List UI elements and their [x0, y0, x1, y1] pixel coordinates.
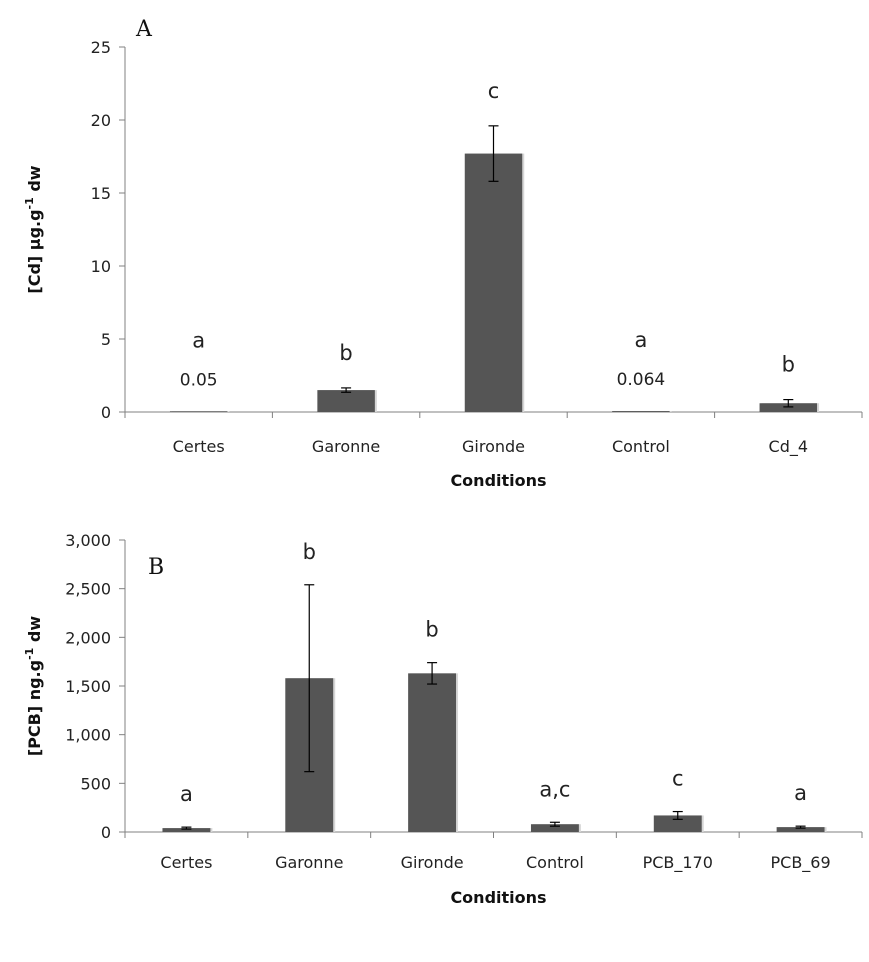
x-tick-label: Gironde	[462, 437, 525, 456]
x-tick-label: PCB_170	[643, 853, 713, 873]
bar	[530, 824, 579, 832]
x-tick-label: PCB_69	[771, 853, 831, 873]
significance-letter: b	[303, 540, 316, 564]
significance-letter: a,c	[539, 777, 570, 801]
x-axis-title: Conditions	[450, 471, 546, 490]
x-tick-label: Cd_4	[769, 437, 809, 457]
x-axis-title: Conditions	[450, 888, 546, 907]
y-tick-label: 1,000	[65, 726, 111, 745]
x-tick-label: Gironde	[401, 853, 464, 872]
bar	[776, 827, 825, 832]
y-tick-label: 0	[101, 403, 111, 422]
significance-letter: a	[794, 781, 807, 805]
bar	[162, 828, 211, 832]
y-tick-label: 2,500	[65, 580, 111, 599]
bar	[759, 403, 818, 412]
data-label: 0.05	[180, 370, 218, 390]
significance-letter: c	[488, 79, 500, 103]
y-axis-title: [PCB] ng.g-1 dw	[23, 616, 44, 756]
bar	[612, 411, 670, 412]
x-tick-label: Certes	[173, 437, 225, 456]
significance-letter: a	[634, 328, 647, 352]
x-tick-label: Control	[612, 437, 670, 456]
y-tick-label: 0	[101, 823, 111, 842]
x-tick-label: Garonne	[275, 853, 343, 872]
bar	[317, 390, 375, 412]
y-tick-label: 3,000	[65, 531, 111, 550]
y-tick-label: 5	[101, 330, 111, 349]
x-tick-label: Control	[526, 853, 584, 872]
significance-letter: b	[782, 353, 795, 377]
significance-letter: a	[192, 328, 205, 352]
bar	[169, 411, 228, 412]
bar	[408, 673, 457, 832]
y-tick-label: 500	[80, 774, 111, 793]
y-tick-label: 1,500	[65, 677, 111, 696]
significance-letter: c	[672, 767, 684, 791]
bar	[653, 815, 702, 832]
panel-label: A	[135, 17, 153, 42]
bar	[464, 153, 523, 412]
chart-panel-a: A 0 5 10 15 20 25 0.05 a Certes b Garonne c Gironde 0.…	[23, 17, 863, 490]
y-tick-label: 2,000	[65, 628, 111, 647]
y-tick-label: 15	[91, 184, 111, 203]
panel-label: B	[148, 555, 164, 580]
y-axis-title: [Cd] µg.g-1 dw	[23, 165, 44, 293]
chart-panel-b: B 0 500 1,000 1,500 2,000 2,500 3,000 a Certes b Ga…	[23, 531, 863, 907]
y-tick-label: 25	[91, 38, 111, 57]
data-label: 0.064	[617, 370, 666, 390]
significance-letter: a	[180, 782, 193, 806]
significance-letter: b	[425, 618, 438, 642]
x-tick-label: Certes	[160, 853, 212, 872]
x-tick-label: Garonne	[312, 437, 380, 456]
significance-letter: b	[339, 341, 352, 365]
y-tick-label: 10	[91, 257, 111, 276]
y-tick-label: 20	[91, 111, 111, 130]
